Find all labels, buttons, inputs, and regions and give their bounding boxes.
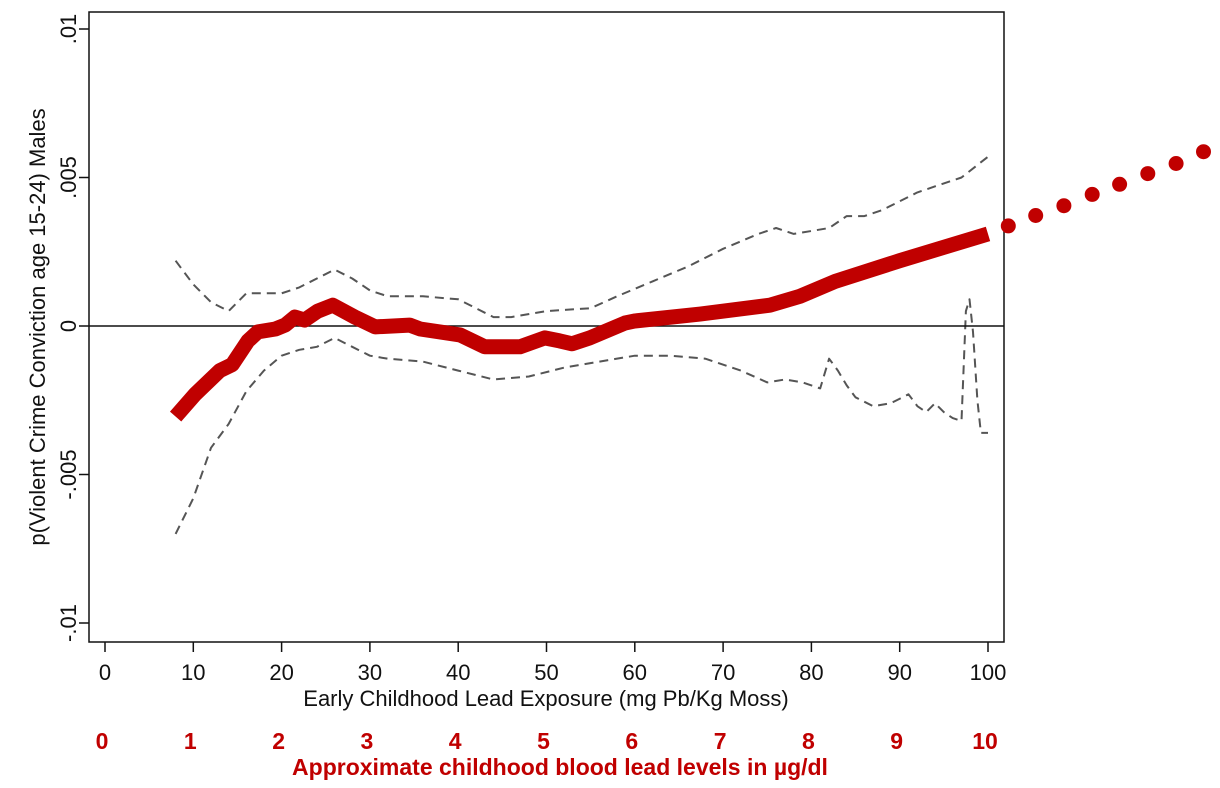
extrapolation-dot [1140,166,1156,182]
secondary-x-tick-label: 0 [96,728,109,754]
y-tick-label: -.005 [56,449,81,499]
secondary-x-tick-label: 6 [625,728,638,754]
extrapolation-dot [1112,176,1128,192]
x-tick-label: 10 [181,660,205,685]
y-tick-label: 0 [56,320,81,332]
secondary-x-tick-label: 3 [361,728,374,754]
secondary-x-tick-label: 4 [449,728,462,754]
extrapolation-dot [1000,218,1016,234]
secondary-x-tick-label: 8 [802,728,815,754]
secondary-x-axis-title: Approximate childhood blood lead levels … [292,754,828,780]
extrapolation-dot [1056,198,1072,214]
x-tick-label: 20 [269,660,293,685]
extrapolation-dot [1196,144,1211,160]
x-tick-label: 0 [99,660,111,685]
secondary-x-tick-label: 1 [184,728,197,754]
secondary-x-tick-label: 9 [890,728,903,754]
secondary-x-axis-labels: 0 1 2 3 4 5 6 7 8 9 10 [96,728,998,754]
fitted-line-group [169,144,1211,422]
extrapolation-dot [1084,186,1100,202]
x-tick-label: 70 [711,660,735,685]
x-axis-title: Early Childhood Lead Exposure (mg Pb/Kg … [303,686,788,711]
extrapolation-dot [1028,208,1044,223]
x-tick-label: 50 [534,660,558,685]
x-tick-label: 80 [799,660,823,685]
secondary-x-tick-label: 7 [714,728,727,754]
confidence-bands [174,155,989,535]
secondary-x-tick-label: 5 [537,728,550,754]
secondary-x-tick-label: 10 [972,728,998,754]
secondary-x-tick-label: 2 [272,728,285,754]
x-axis-ticks: 0 10 20 30 40 50 60 70 80 90 100 [99,642,1006,685]
x-tick-label: 30 [358,660,382,685]
x-tick-label: 60 [623,660,647,685]
x-tick-label: 40 [446,660,470,685]
fitted-line [169,226,991,422]
y-axis-title: p(Violent Crime Conviction age 15-24) Ma… [25,108,50,545]
x-tick-label: 100 [970,660,1007,685]
y-axis-ticks: -.01 -.005 0 .005 .01 [56,14,89,642]
lower-ci-line [174,298,988,535]
y-tick-label: .01 [56,14,81,45]
y-tick-label: -.01 [56,604,81,642]
plot-frame [88,11,1005,643]
x-tick-label: 90 [887,660,911,685]
upper-ci-line [174,155,989,319]
extrapolation-dot [1168,156,1184,171]
y-tick-label: .005 [56,156,81,199]
